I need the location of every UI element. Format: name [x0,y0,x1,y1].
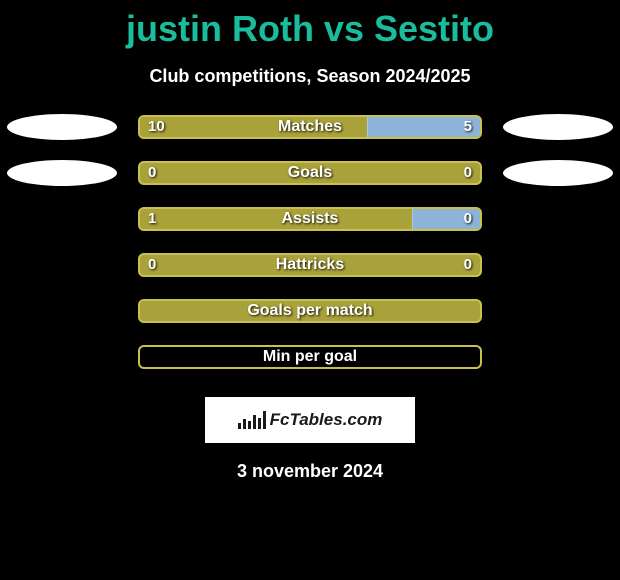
player-left-marker [7,114,117,140]
stat-value-right: 5 [464,115,472,139]
stat-bar-track [138,345,482,369]
stat-value-left: 0 [148,161,156,185]
stat-row: 00Hattricks [0,253,620,299]
stat-bar-track [138,207,482,231]
player-right-marker [503,160,613,186]
stat-bar-left [140,117,367,139]
brand-badge: FcTables.com [205,397,415,443]
brand-text: FcTables.com [270,410,383,430]
stat-bar-track [138,299,482,323]
comparison-title: justin Roth vs Sestito [0,0,620,50]
stat-bar-track [138,115,482,139]
stat-bar-track [138,161,482,185]
comparison-subtitle: Club competitions, Season 2024/2025 [0,66,620,87]
stat-value-left: 1 [148,207,156,231]
bars-icon [238,411,266,429]
stat-value-right: 0 [464,161,472,185]
stat-row: 105Matches [0,115,620,161]
player-right-marker [503,114,613,140]
stat-value-right: 0 [464,207,472,231]
player-left-marker [7,160,117,186]
stat-bar-left [140,209,412,231]
comparison-chart: 105Matches00Goals10Assists00HattricksGoa… [0,115,620,391]
stat-value-right: 0 [464,253,472,277]
stat-bar-track [138,253,482,277]
stat-bar-left [140,301,480,323]
stat-value-left: 0 [148,253,156,277]
stat-row: 00Goals [0,161,620,207]
snapshot-date: 3 november 2024 [0,461,620,482]
stat-row: Min per goal [0,345,620,391]
stat-row: Goals per match [0,299,620,345]
stat-row: 10Assists [0,207,620,253]
stat-value-left: 10 [148,115,165,139]
